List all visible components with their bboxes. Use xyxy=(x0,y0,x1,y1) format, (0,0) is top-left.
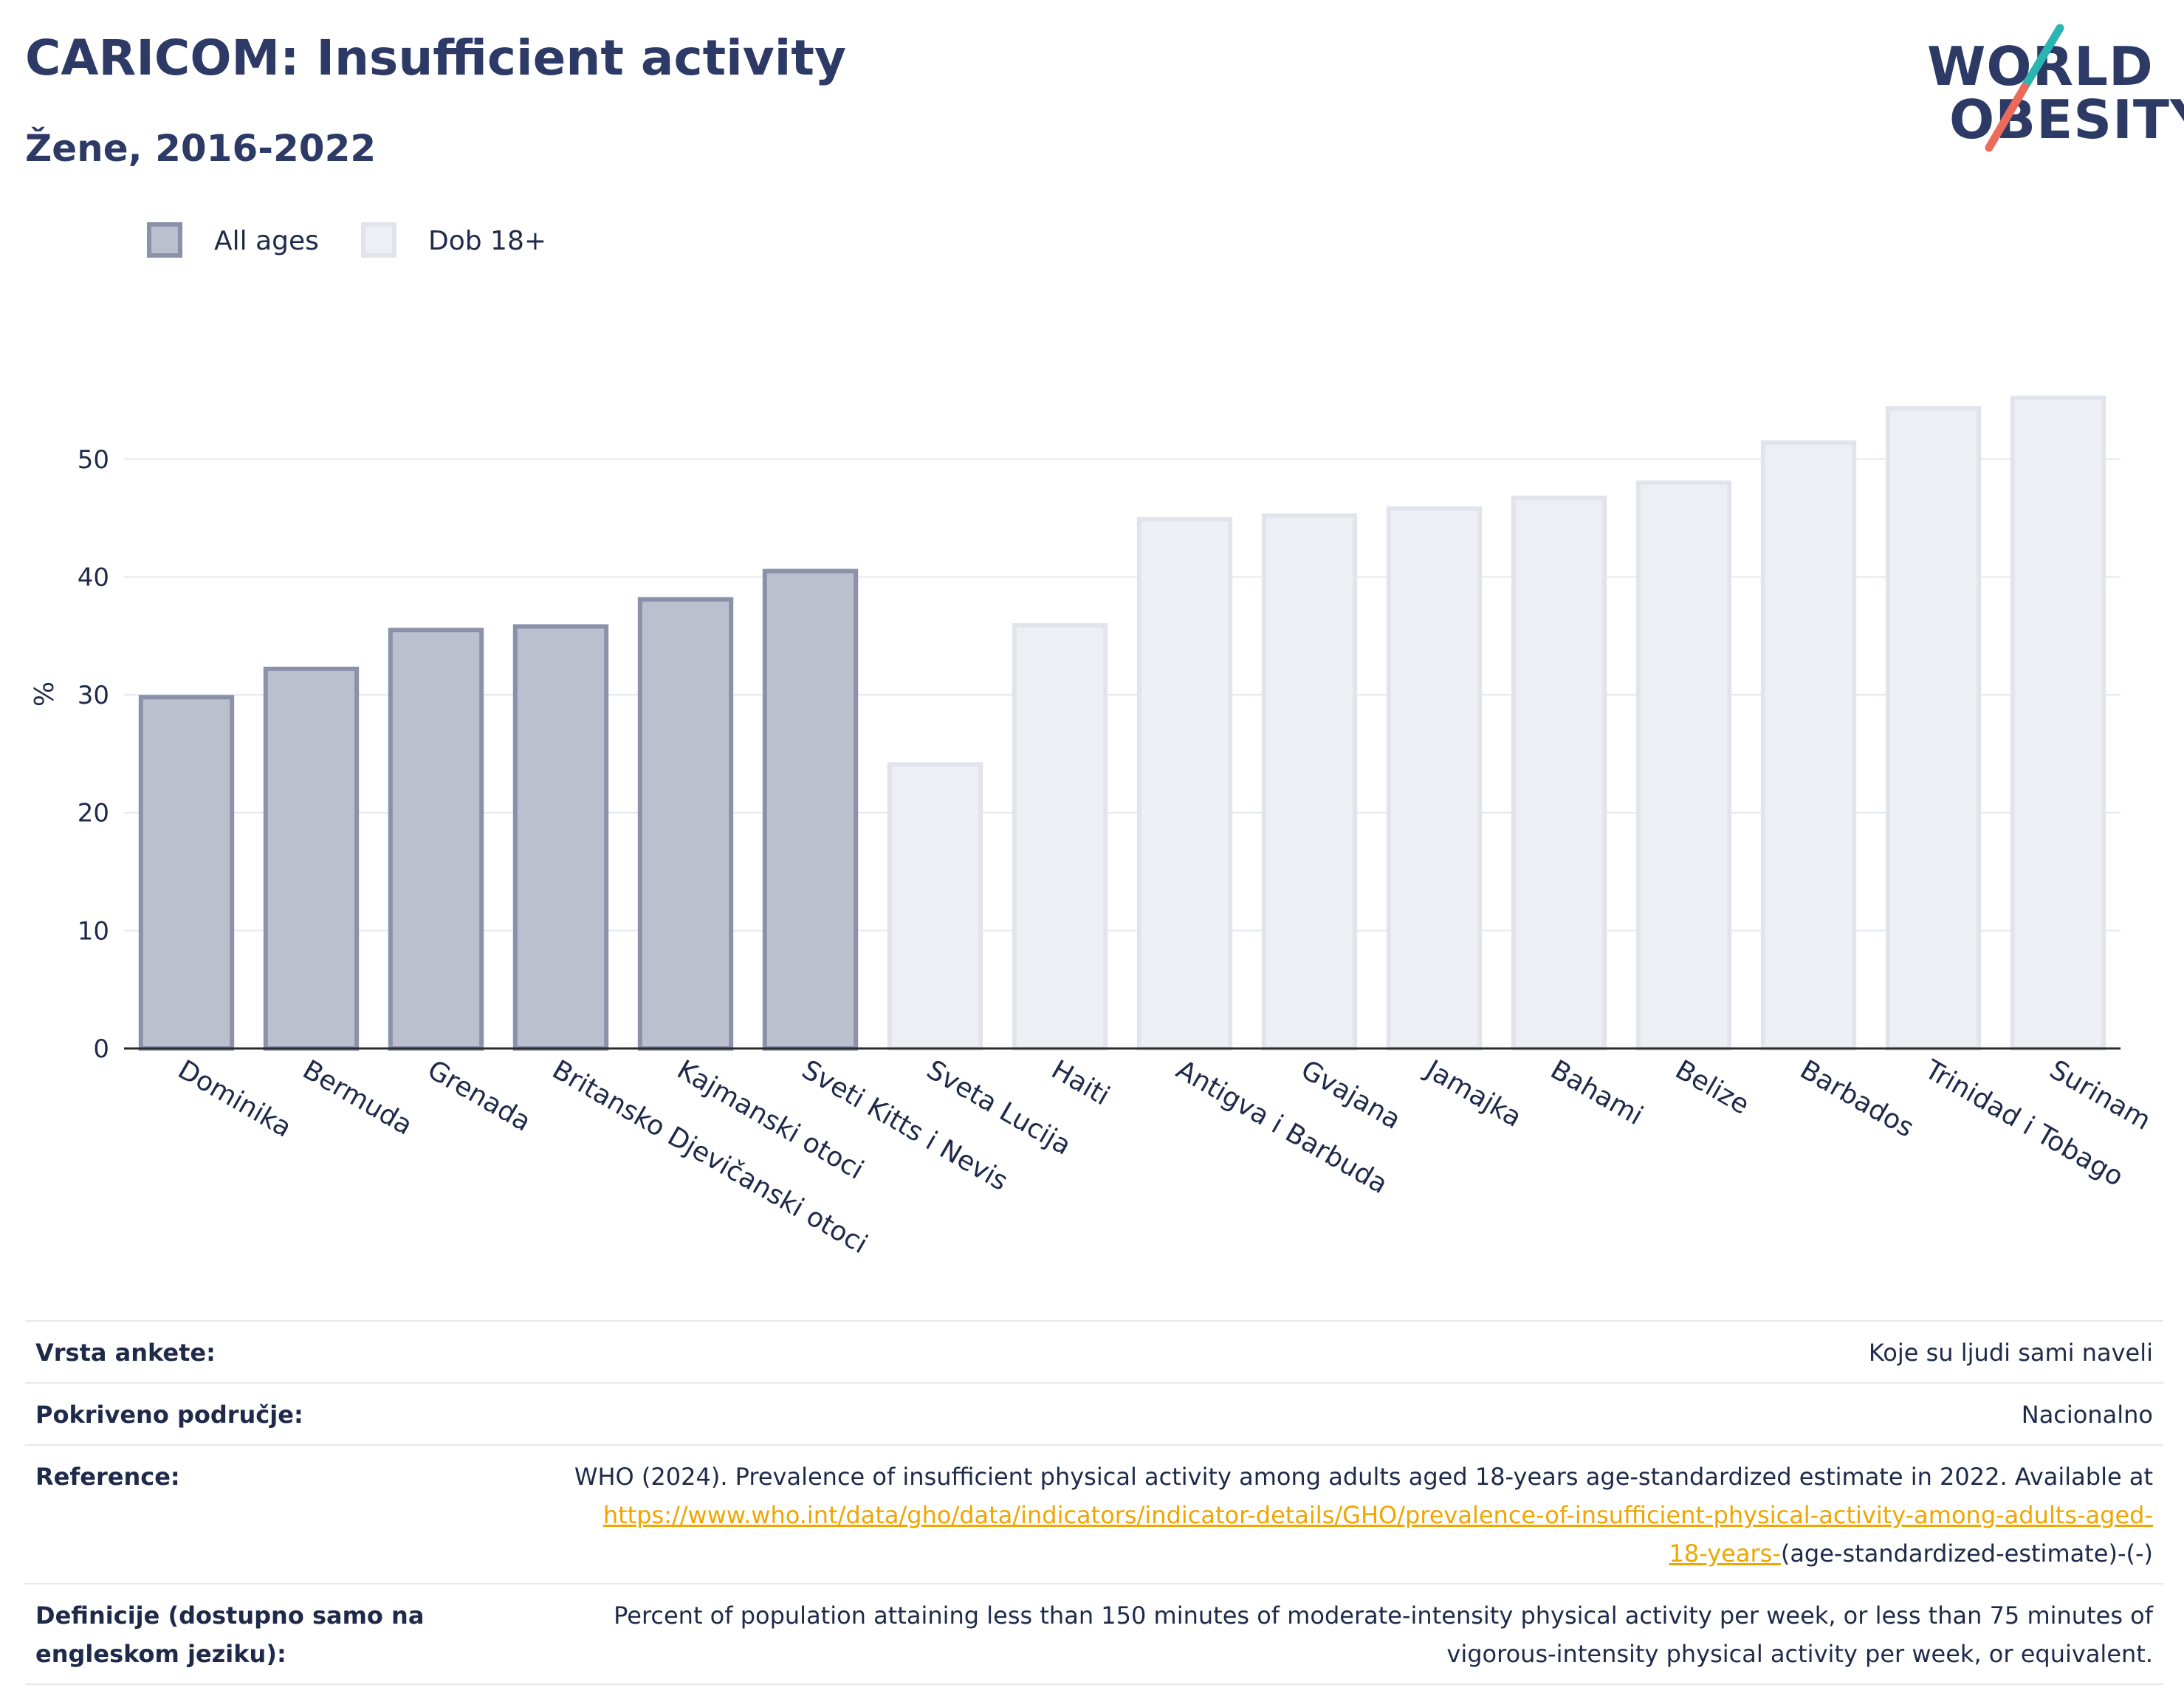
legend-swatch-dob-18 xyxy=(361,222,396,258)
info-value-survey-type: Koje su ljudi sami naveli xyxy=(567,1320,2163,1383)
info-label-survey-type: Vrsta ankete: xyxy=(25,1320,567,1383)
info-row-definition: Definicije (dostupno samo na engleskom j… xyxy=(25,1583,2163,1685)
x-tick-label: Surinam xyxy=(2044,1054,2156,1136)
logo-word-obesity: OBESITY xyxy=(1949,89,2184,151)
bar-antigva-i-barbuda[interactable] xyxy=(1136,517,1233,1051)
info-row-reference: Reference: WHO (2024). Prevalence of ins… xyxy=(25,1444,2163,1584)
x-tick-label: Trinidad i Tobago xyxy=(1919,1054,2128,1192)
bar-barbados[interactable] xyxy=(1760,440,1857,1051)
bar-sveta-lucija[interactable] xyxy=(887,762,983,1051)
chart-title: CARICOM: Insufficient activity xyxy=(25,30,846,86)
bar-trinidad-i-tobago[interactable] xyxy=(1885,406,1982,1051)
bar-sveti-kitts-i-nevis[interactable] xyxy=(762,569,859,1051)
x-tick-label: Bermuda xyxy=(298,1054,417,1141)
x-tick-label: Antigva i Barbuda xyxy=(1171,1054,1393,1200)
bar-grenada[interactable] xyxy=(388,628,484,1051)
chart-subtitle: Žene, 2016-2022 xyxy=(25,127,377,170)
info-label-definition: Definicije (dostupno samo na engleskom j… xyxy=(25,1583,567,1685)
bar-gvajana[interactable] xyxy=(1261,513,1358,1051)
bar-bahami[interactable] xyxy=(1511,495,1607,1051)
y-tick-label: 40 xyxy=(78,563,109,592)
info-row-survey-type: Vrsta ankete: Koje su ljudi sami naveli xyxy=(25,1320,2163,1383)
bar-surinam[interactable] xyxy=(2010,395,2106,1051)
x-tick-label: Jamajka xyxy=(1419,1054,1526,1133)
info-label-coverage: Pokriveno područje: xyxy=(25,1382,567,1445)
reference-text: WHO (2024). Prevalence of insufficient p… xyxy=(574,1463,2153,1491)
info-table: Vrsta ankete: Koje su ljudi sami naveli … xyxy=(25,1320,2163,1685)
bar-belize[interactable] xyxy=(1635,480,1732,1051)
x-tick-label: Grenada xyxy=(422,1054,536,1137)
reference-suffix: (age-standardized-estimate)-(-) xyxy=(1780,1539,2153,1568)
y-tick-label: 0 xyxy=(93,1034,109,1064)
bar-haiti[interactable] xyxy=(1012,622,1108,1051)
y-tick-label: 10 xyxy=(78,916,109,946)
y-tick-label: 30 xyxy=(78,681,109,710)
info-value-coverage: Nacionalno xyxy=(567,1382,2163,1445)
x-tick-label: Bahami xyxy=(1545,1054,1648,1131)
bar-jamajka[interactable] xyxy=(1386,506,1483,1051)
logo-slash-icon xyxy=(1985,24,2064,152)
info-value-reference: WHO (2024). Prevalence of insufficient p… xyxy=(567,1444,2163,1584)
x-tick-label: Haiti xyxy=(1046,1054,1115,1111)
y-axis-label: % xyxy=(30,682,60,707)
legend-label-all-ages[interactable]: All ages xyxy=(214,226,319,256)
x-tick-label: Barbados xyxy=(1795,1054,1919,1144)
x-tick-label: Dominika xyxy=(173,1054,297,1143)
info-row-coverage: Pokriveno područje: Nacionalno xyxy=(25,1382,2163,1445)
legend-swatch-all-ages xyxy=(147,222,182,258)
x-tick-label: Belize xyxy=(1670,1054,1754,1120)
bar-bermuda[interactable] xyxy=(263,666,360,1051)
x-tick-label: Gvajana xyxy=(1296,1054,1406,1136)
bar-britansko-djevi-anski-otoci[interactable] xyxy=(512,624,609,1051)
info-value-definition: Percent of population attaining less tha… xyxy=(567,1583,2163,1685)
bar-dominika[interactable] xyxy=(138,695,235,1051)
reference-link[interactable]: https://www.who.int/data/gho/data/indica… xyxy=(602,1501,2153,1568)
y-tick-label: 20 xyxy=(78,799,109,828)
world-obesity-logo: WORLD OBESITY xyxy=(1927,22,2184,155)
bar-kajmanski-otoci[interactable] xyxy=(637,597,734,1051)
legend-label-dob-18[interactable]: Dob 18+ xyxy=(428,226,546,256)
x-tick-label: Sveti Kitts i Nevis xyxy=(797,1054,1013,1197)
y-tick-label: 50 xyxy=(78,445,109,475)
chart-legend: All ages Dob 18+ xyxy=(147,222,546,258)
info-label-reference: Reference: xyxy=(25,1444,567,1584)
